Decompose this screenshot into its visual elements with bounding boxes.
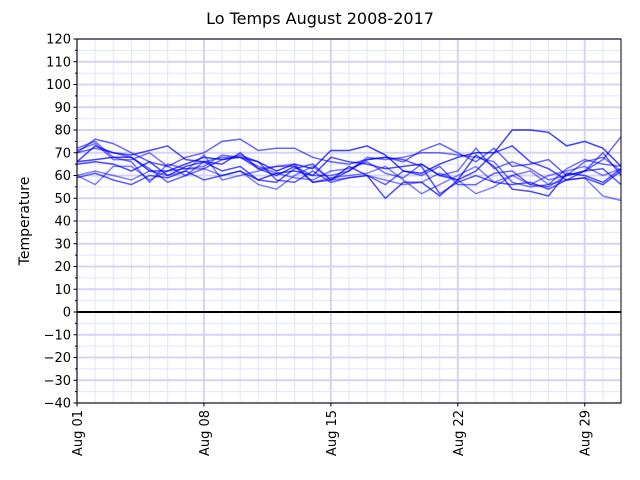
y-tick-label: 30 (54, 237, 71, 252)
series-line-2017 (76, 140, 622, 184)
x-tick-label: Aug 29 (579, 410, 594, 456)
y-tick-label: 60 (54, 169, 71, 184)
y-tick-label: 0 (63, 306, 71, 321)
y-tick-label: −30 (44, 374, 71, 389)
series-line-2012 (76, 145, 622, 200)
x-tick-label: Aug 08 (198, 410, 213, 456)
y-tick-label: 120 (46, 33, 71, 48)
y-tick-label: 80 (54, 124, 71, 139)
grid (76, 38, 622, 404)
y-tick-label: −40 (44, 397, 71, 412)
series-line-2016 (76, 153, 622, 195)
y-tick-label: 70 (54, 146, 71, 161)
x-tick-label: Aug 15 (325, 410, 340, 456)
x-tick-label: Aug 01 (71, 410, 86, 456)
axes: −40 −30 −20 −10 0 10 20 30 40 50 60 70 80 90 100 110 120… (44, 33, 622, 456)
y-tick-label: −10 (44, 328, 71, 343)
y-tick-label: 50 (54, 192, 71, 207)
series-line-2013 (76, 142, 622, 188)
y-axis-label: Temperature (17, 177, 33, 267)
x-tick-label: Aug 22 (452, 410, 467, 456)
y-tick-label: −20 (44, 351, 71, 366)
y-tick-label: 100 (46, 78, 71, 93)
chart-title: Lo Temps August 2008-2017 (206, 9, 434, 28)
y-tick-label: 40 (54, 215, 71, 230)
y-tick-label: 10 (54, 283, 71, 298)
y-tick-label: 90 (54, 101, 71, 116)
y-tick-label: 20 (54, 260, 71, 275)
series-lines (76, 129, 622, 313)
y-tick-label: 110 (46, 55, 71, 70)
